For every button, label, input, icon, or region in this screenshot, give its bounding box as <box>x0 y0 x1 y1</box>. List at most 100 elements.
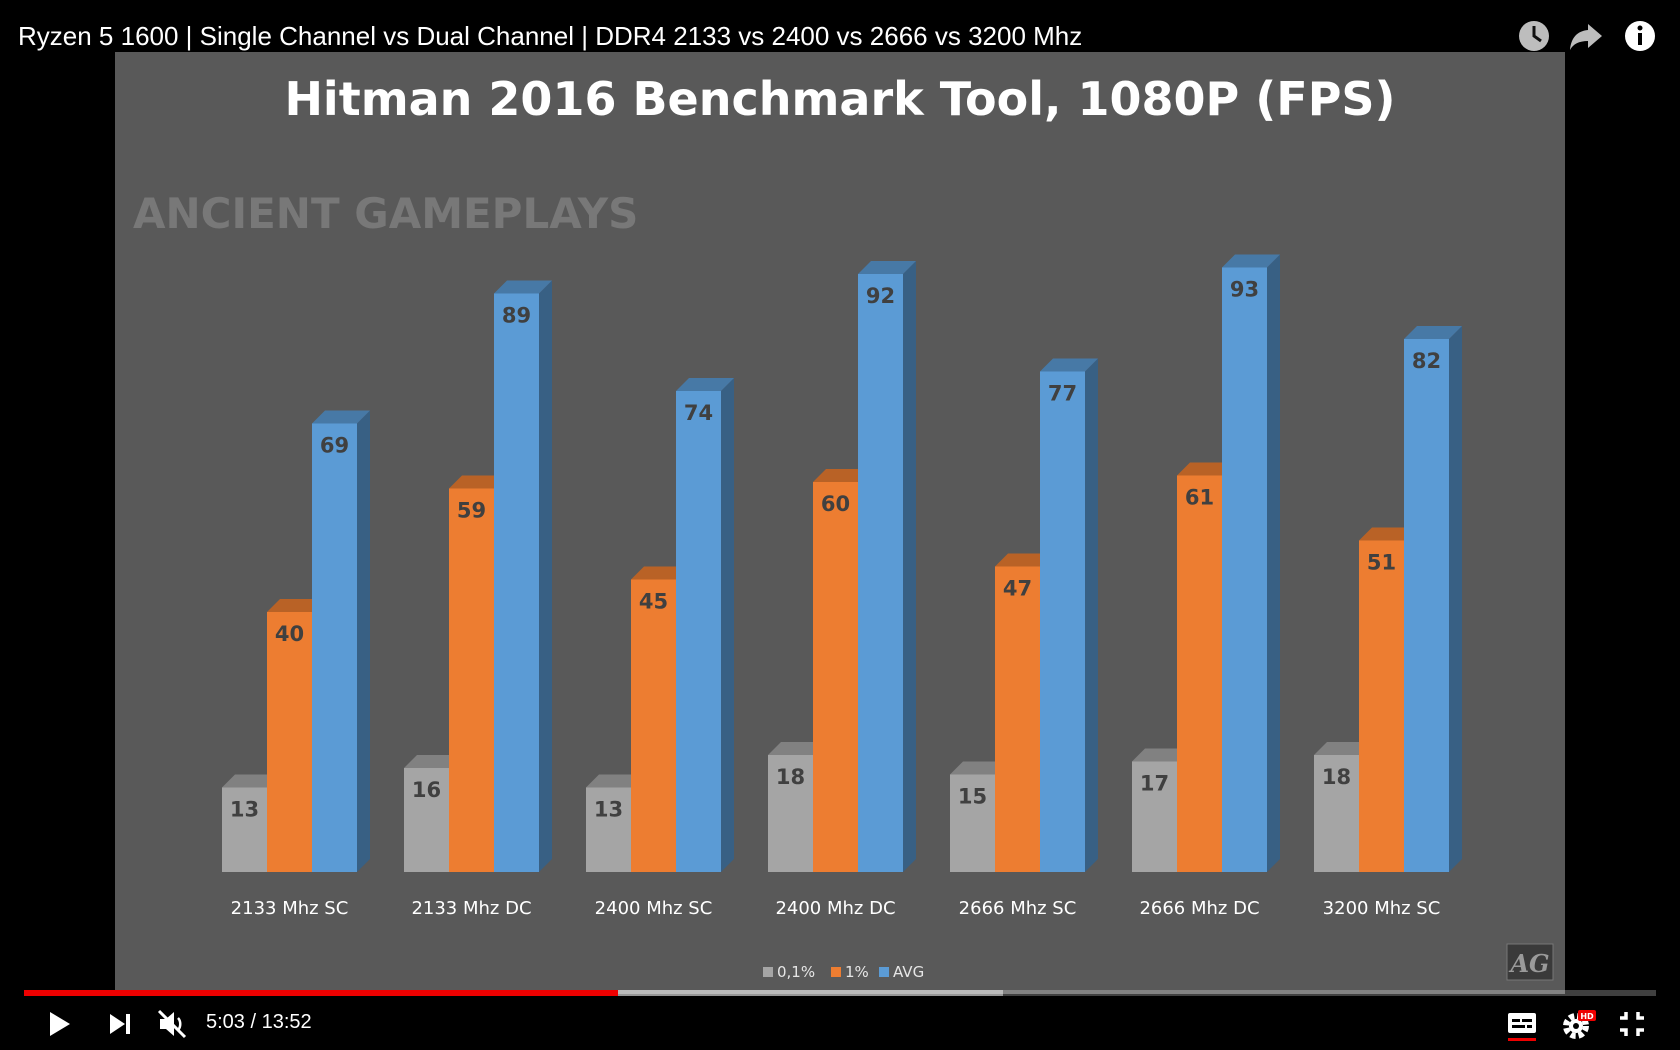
bar-front <box>813 482 858 872</box>
bar-front <box>404 768 449 872</box>
data-label: 60 <box>821 492 850 516</box>
data-label: 51 <box>1367 551 1396 575</box>
chart-title: Hitman 2016 Benchmark Tool, 1080P (FPS) <box>284 72 1395 126</box>
legend-label: 1% <box>845 963 869 981</box>
data-label: 47 <box>1003 577 1032 601</box>
chart-legend: 0,1% 1% AVG <box>763 963 924 981</box>
bar-top <box>1222 254 1280 268</box>
legend-swatch <box>831 967 841 977</box>
bar-top <box>995 553 1053 567</box>
bar-front <box>1222 267 1267 872</box>
bar-side <box>1449 326 1462 872</box>
bar-side <box>1085 358 1098 872</box>
bar-avg <box>1222 254 1280 872</box>
bar-top <box>312 410 370 424</box>
data-label: 13 <box>230 798 259 822</box>
category-label: 2133 Mhz DC <box>411 898 531 919</box>
legend-label: AVG <box>893 963 924 981</box>
hd-badge: HD <box>1580 1012 1594 1021</box>
data-label: 18 <box>1322 765 1351 789</box>
data-label: 13 <box>594 798 623 822</box>
bar-top <box>676 378 734 391</box>
bar-top <box>768 742 826 755</box>
bar-avg <box>676 378 734 872</box>
legend-swatch <box>879 967 889 977</box>
data-label: 45 <box>639 590 668 614</box>
bar-side <box>539 280 552 872</box>
progress-played[interactable] <box>24 990 618 996</box>
share-icon[interactable] <box>1566 16 1606 56</box>
bar-front <box>950 774 995 872</box>
data-label: 17 <box>1140 772 1169 796</box>
play-icon[interactable] <box>38 1004 78 1044</box>
data-label: 74 <box>684 401 713 425</box>
bar-top <box>494 280 552 294</box>
data-label: 16 <box>412 778 441 802</box>
video-title[interactable]: Ryzen 5 1600 | Single Channel vs Dual Ch… <box>18 21 1083 51</box>
muted-icon[interactable] <box>152 1004 192 1044</box>
data-label: 77 <box>1048 382 1077 406</box>
subtitles-icon[interactable] <box>1502 1004 1542 1044</box>
legend-item-pct1: 1% <box>831 963 869 981</box>
bar-top <box>267 599 325 612</box>
bar-top <box>950 761 1008 775</box>
bar-top <box>1359 527 1417 541</box>
bar-side <box>903 261 916 872</box>
category-label: 3200 Mhz SC <box>1323 898 1441 919</box>
bar-pct01 <box>1132 748 1190 872</box>
bar-front <box>858 274 903 872</box>
bar-front <box>494 293 539 872</box>
data-label: 61 <box>1185 486 1214 510</box>
channel-watermark: ANCIENT GAMEPLAYS <box>133 189 638 238</box>
bar-top <box>858 261 916 274</box>
info-icon[interactable] <box>1620 16 1660 56</box>
bar-avg <box>312 410 370 872</box>
channel-logo: AG <box>1506 943 1554 981</box>
bar-avg <box>1040 358 1098 872</box>
bar-front <box>1314 755 1359 872</box>
bar-top <box>449 475 507 489</box>
time-display: 5:03 / 13:52 <box>206 1011 312 1033</box>
bar-top <box>222 774 280 788</box>
category-label: 2133 Mhz SC <box>231 898 349 919</box>
bar-side <box>357 410 370 872</box>
bar-front <box>1132 761 1177 872</box>
next-icon[interactable] <box>100 1004 140 1044</box>
channel-logo-text: AG <box>1508 949 1549 978</box>
bar-front <box>1177 475 1222 872</box>
bar-front <box>586 787 631 872</box>
data-label: 92 <box>866 284 895 308</box>
category-label: 2666 Mhz SC <box>959 898 1077 919</box>
bar-front <box>1404 339 1449 872</box>
category-label: 2400 Mhz DC <box>775 898 895 919</box>
bar-top <box>1177 462 1235 476</box>
bar-top <box>1404 326 1462 339</box>
bar-avg <box>1404 326 1462 872</box>
bar-front <box>995 566 1040 872</box>
category-label: 2400 Mhz SC <box>595 898 713 919</box>
category-label: 2666 Mhz DC <box>1139 898 1259 919</box>
legend-swatch <box>763 967 773 977</box>
bar-front <box>312 423 357 872</box>
bar-top <box>1132 748 1190 762</box>
bar-front <box>1359 540 1404 872</box>
bar-front <box>222 787 267 872</box>
exit-fullscreen-icon[interactable] <box>1612 1004 1652 1044</box>
settings-icon[interactable]: HD <box>1558 1004 1598 1044</box>
legend-label: 0,1% <box>777 963 815 981</box>
progress-bar[interactable] <box>24 990 1656 996</box>
data-label: 82 <box>1412 349 1441 373</box>
bar-top <box>586 774 644 788</box>
data-label: 18 <box>776 765 805 789</box>
video-frame[interactable]: Hitman 2016 Benchmark Tool, 1080P (FPS) … <box>115 52 1565 994</box>
bar-top <box>1040 358 1098 372</box>
bar-front <box>267 612 312 872</box>
data-label: 89 <box>502 304 531 328</box>
clock-icon[interactable] <box>1514 16 1554 56</box>
data-label: 59 <box>457 499 486 523</box>
data-label: 69 <box>320 434 349 458</box>
bar-top <box>404 755 462 768</box>
bar-side <box>1267 254 1280 872</box>
data-label: 15 <box>958 785 987 809</box>
